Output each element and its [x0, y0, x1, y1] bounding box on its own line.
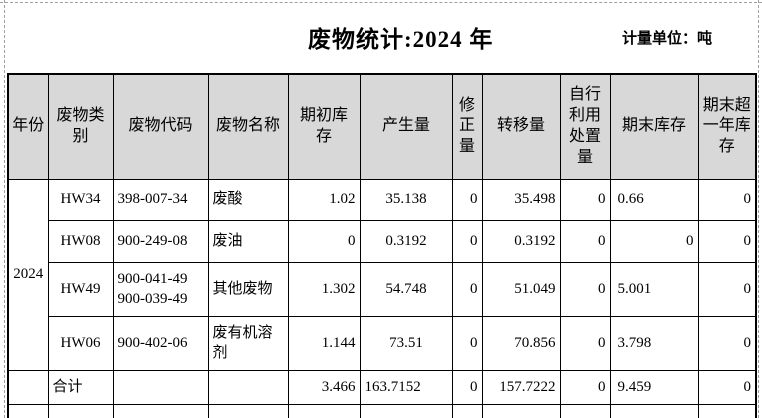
cell-total-label: 合计 [47, 369, 114, 405]
partial-bottom-row [7, 403, 757, 418]
total-row: 合计 3.466 163.7152 0 157.7222 0 9.459 0 [7, 369, 757, 405]
cell-total-self-disposal: 0 [559, 369, 611, 405]
empty-cell [451, 403, 483, 418]
cell-correction-amount: 0 [451, 315, 483, 371]
cell-closing-stock: 0.66 [609, 178, 699, 221]
cell-opening-stock: 1.302 [287, 261, 361, 317]
table-row: HW49 900-041-49 900-039-49 其他废物 1.302 54… [8, 261, 757, 317]
cell-transferred-amount: 51.049 [481, 261, 561, 317]
cell-closing-stock: 3.798 [609, 315, 699, 371]
empty-cell [47, 403, 114, 418]
page-title: 废物统计:2024 年 [308, 27, 494, 52]
col-header-opening-stock: 期初库 存 [287, 73, 361, 180]
cell-waste-category: HW06 [47, 315, 114, 371]
col-header-closing-stock: 期末库存 [609, 73, 699, 180]
cell-closing-stock: 0 [609, 219, 699, 263]
cell-correction-amount: 0 [451, 261, 483, 317]
col-header-waste-code: 废物代码 [112, 73, 209, 180]
cell-year: 2024 [7, 178, 49, 371]
col-header-waste-name: 废物名称 [207, 73, 289, 180]
col-header-correction-amount: 修 正 量 [451, 73, 483, 180]
cell-self-disposal: 0 [559, 261, 611, 317]
cell-self-disposal: 0 [559, 178, 611, 221]
cell-self-disposal: 0 [559, 315, 611, 371]
cell-total-correction: 0 [451, 369, 483, 405]
cell-year-empty [7, 369, 49, 405]
cell-transferred-amount: 0.3192 [481, 219, 561, 263]
cell-waste-name: 废有机溶剂 [207, 315, 289, 371]
col-header-generated-amount: 产生量 [359, 73, 453, 180]
empty-cell [481, 403, 561, 418]
empty-cell [7, 403, 49, 418]
cell-total-closing: 9.459 [609, 369, 699, 405]
cell-total-opening: 3.466 [287, 369, 361, 405]
table-row: HW06 900-402-06 废有机溶剂 1.144 73.51 0 70.8… [8, 315, 757, 371]
empty-cell [112, 403, 209, 418]
empty-cell [609, 403, 699, 418]
empty-cell [697, 403, 757, 418]
cell-waste-category: HW49 [47, 261, 114, 317]
page-break-line-left [4, 0, 5, 418]
cell-transferred-amount: 70.856 [481, 315, 561, 371]
cell-opening-stock: 1.02 [287, 178, 361, 221]
cell-over-one-year-stock: 0 [697, 219, 757, 263]
table-row: 2024 HW34 398-007-34 废酸 1.02 35.138 0 35… [7, 178, 757, 371]
cell-total-generated: 163.7152 [359, 369, 453, 405]
waste-statistics-table: 年份 废物类 别 废物代码 废物名称 期初库 存 产生量 修 正 量 转移量 自… [7, 73, 757, 418]
cell-waste-code: 398-007-34 [112, 178, 209, 221]
cell-waste-name: 废酸 [207, 178, 289, 221]
col-header-over-one-year-stock: 期末超 一年库 存 [697, 73, 757, 180]
cell-generated-amount: 54.748 [359, 261, 453, 317]
col-header-self-disposal-amount: 自行 利用 处置 量 [559, 73, 611, 180]
cell-waste-code: 900-249-08 [112, 219, 209, 263]
table-row: HW08 900-249-08 废油 0 0.3192 0 0.3192 0 0… [8, 219, 757, 263]
cell-over-one-year-stock: 0 [697, 315, 757, 371]
col-header-year: 年份 [7, 73, 49, 180]
empty-cell [359, 403, 453, 418]
cell-waste-name: 废油 [207, 219, 289, 263]
cell-total-over-one-year: 0 [697, 369, 757, 405]
col-header-waste-category: 废物类 别 [47, 73, 114, 180]
cell-generated-amount: 73.51 [359, 315, 453, 371]
cell-generated-amount: 0.3192 [359, 219, 453, 263]
cell-correction-amount: 0 [451, 178, 483, 221]
empty-cell [207, 403, 289, 418]
cell-waste-name-empty [207, 369, 289, 405]
cell-waste-category: HW34 [47, 178, 114, 221]
page-break-line-right [758, 0, 759, 418]
cell-correction-amount: 0 [451, 219, 483, 263]
cell-opening-stock: 0 [287, 219, 361, 263]
cell-closing-stock: 5.001 [609, 261, 699, 317]
cell-waste-code: 900-402-06 [112, 315, 209, 371]
cell-transferred-amount: 35.498 [481, 178, 561, 221]
cell-over-one-year-stock: 0 [697, 261, 757, 317]
cell-generated-amount: 35.138 [359, 178, 453, 221]
cell-opening-stock: 1.144 [287, 315, 361, 371]
empty-cell [559, 403, 611, 418]
cell-total-transferred: 157.7222 [481, 369, 561, 405]
cell-waste-code-empty [112, 369, 209, 405]
header-row: 年份 废物类 别 废物代码 废物名称 期初库 存 产生量 修 正 量 转移量 自… [7, 73, 757, 180]
cell-self-disposal: 0 [559, 219, 611, 263]
cell-waste-code: 900-041-49 900-039-49 [112, 261, 209, 317]
cell-over-one-year-stock: 0 [697, 178, 757, 221]
cell-waste-name: 其他废物 [207, 261, 289, 317]
cell-waste-category: HW08 [47, 219, 114, 263]
page-break-line-top [0, 2, 762, 3]
unit-label: 计量单位：吨 [622, 31, 713, 47]
empty-cell [287, 403, 361, 418]
col-header-transferred-amount: 转移量 [481, 73, 561, 180]
